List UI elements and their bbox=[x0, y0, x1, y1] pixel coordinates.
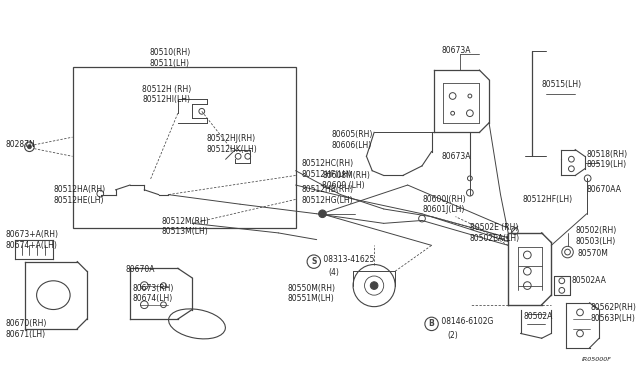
Text: 80502(RH)
80503(LH): 80502(RH) 80503(LH) bbox=[575, 226, 616, 246]
Text: B: B bbox=[429, 320, 435, 328]
Text: 80502E (RH)
80502EA(LH): 80502E (RH) 80502EA(LH) bbox=[470, 223, 520, 243]
Text: 80512HF(LH): 80512HF(LH) bbox=[522, 195, 573, 203]
Text: IR05000F: IR05000F bbox=[582, 357, 612, 362]
Text: 80512H (RH)
80512HI(LH): 80512H (RH) 80512HI(LH) bbox=[143, 84, 191, 104]
Text: 80512HA(RH)
80512HE(LH): 80512HA(RH) 80512HE(LH) bbox=[53, 185, 106, 205]
Text: 80562P(RH)
80563P(LH): 80562P(RH) 80563P(LH) bbox=[591, 303, 636, 323]
Text: 80502AA: 80502AA bbox=[572, 276, 606, 285]
Text: 80512HC(RH)
80512HF(LH): 80512HC(RH) 80512HF(LH) bbox=[301, 159, 353, 179]
Text: 80515(LH): 80515(LH) bbox=[541, 80, 582, 89]
Circle shape bbox=[319, 210, 326, 218]
Text: 80550M(RH)
80551M(LH): 80550M(RH) 80551M(LH) bbox=[288, 284, 336, 304]
Bar bbox=[72, 67, 296, 228]
Text: S: S bbox=[311, 257, 317, 266]
Text: 80670(RH)
80671(LH): 80670(RH) 80671(LH) bbox=[6, 319, 47, 339]
Text: 80600J(RH)
80601J(LH): 80600J(RH) 80601J(LH) bbox=[422, 195, 466, 214]
Text: 80673+A(RH)
80674+A(LH): 80673+A(RH) 80674+A(LH) bbox=[6, 230, 58, 250]
Text: 80287N: 80287N bbox=[6, 140, 35, 149]
Text: 80510(RH)
80511(LH): 80510(RH) 80511(LH) bbox=[149, 48, 190, 68]
Circle shape bbox=[28, 145, 31, 149]
Text: 80670A: 80670A bbox=[125, 264, 155, 273]
Text: 80673A: 80673A bbox=[441, 46, 470, 55]
Text: 80512HB(RH)
80512HG(LH): 80512HB(RH) 80512HG(LH) bbox=[301, 185, 353, 205]
Text: 80670AA: 80670AA bbox=[587, 185, 621, 194]
Text: (4): (4) bbox=[328, 268, 339, 278]
Text: 80502A: 80502A bbox=[524, 312, 553, 321]
Text: 80673A: 80673A bbox=[441, 151, 470, 161]
Text: 80608M(RH)
80609 (LH): 80608M(RH) 80609 (LH) bbox=[323, 171, 371, 190]
Text: 80605(RH)
80606(LH): 80605(RH) 80606(LH) bbox=[332, 131, 373, 150]
Text: 08146-6102G: 08146-6102G bbox=[439, 317, 493, 326]
Text: 80512HJ(RH)
80512HK(LH): 80512HJ(RH) 80512HK(LH) bbox=[207, 134, 257, 154]
Circle shape bbox=[371, 282, 378, 289]
Text: (2): (2) bbox=[448, 331, 459, 340]
Text: 08313-41625: 08313-41625 bbox=[321, 255, 375, 264]
Text: 80518(RH)
80519(LH): 80518(RH) 80519(LH) bbox=[587, 150, 628, 169]
Text: 80673(RH)
80674(LH): 80673(RH) 80674(LH) bbox=[133, 284, 174, 304]
Text: 80570M: 80570M bbox=[577, 249, 608, 258]
Text: 80512M(RH)
80513M(LH): 80512M(RH) 80513M(LH) bbox=[161, 217, 209, 236]
